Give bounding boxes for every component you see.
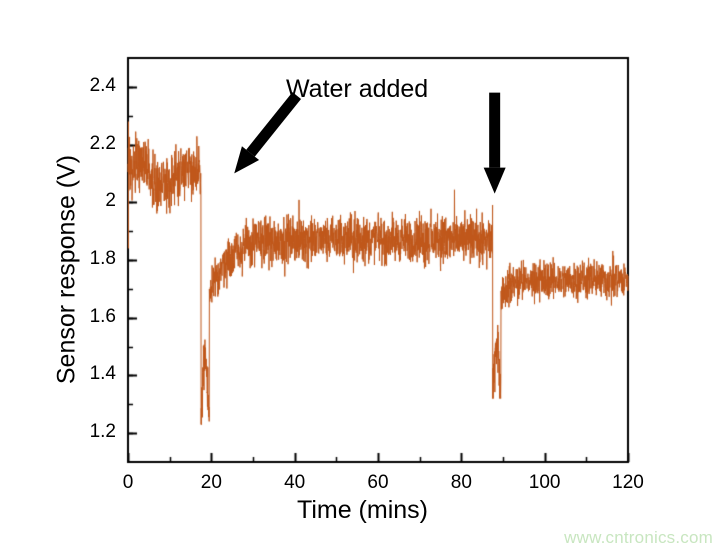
y-tick-label: 2.2 bbox=[89, 132, 116, 154]
x-tick-label: 20 bbox=[200, 472, 222, 493]
watermark: www.cntronics.com bbox=[564, 528, 713, 547]
y-tick-label: 1.4 bbox=[89, 363, 116, 385]
y-tick-label: 1.2 bbox=[89, 421, 116, 443]
y-tick-label: 1.8 bbox=[89, 248, 116, 269]
y-tick-label: 2 bbox=[105, 190, 116, 212]
y-tick-label: 1.6 bbox=[89, 305, 116, 327]
x-tick-label: 100 bbox=[528, 472, 561, 493]
x-tick-label: 60 bbox=[367, 472, 389, 493]
x-tick-label: 40 bbox=[284, 472, 306, 493]
annotation-water-added-label: Water added bbox=[286, 75, 429, 103]
x-axis-title: Time (mins) bbox=[296, 496, 428, 524]
x-tick-label: 0 bbox=[122, 472, 134, 493]
y-tick-label: 2.4 bbox=[89, 74, 116, 96]
x-tick-label: 120 bbox=[612, 472, 644, 493]
x-tick-label: 80 bbox=[450, 472, 472, 493]
